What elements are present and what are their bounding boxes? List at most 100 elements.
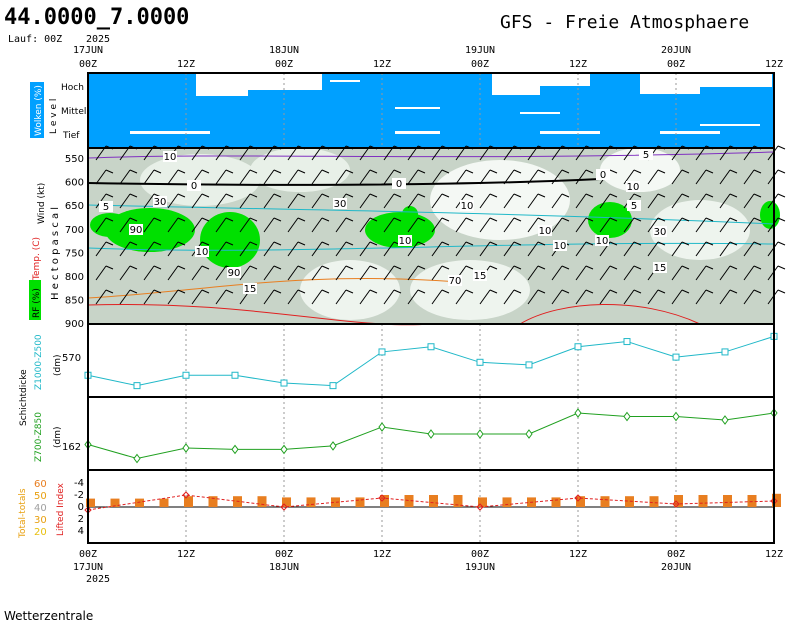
tt-bar [649, 496, 659, 507]
wind-barb [263, 193, 275, 209]
wind-barb [263, 241, 275, 257]
wind-barb-flag [681, 289, 690, 294]
wind-barb [95, 265, 107, 281]
wind-barb [695, 217, 707, 233]
tt-bar [502, 497, 512, 507]
wind-barb-flag [153, 265, 162, 270]
contour-label-bg [333, 198, 347, 209]
time-tick-top: 12Z [177, 59, 195, 70]
wind-barb [719, 241, 731, 257]
wind-barb-flag [753, 265, 762, 270]
series-lines [84, 332, 781, 514]
wind-barb-flag [753, 241, 762, 246]
wind-barb-flag [441, 265, 450, 270]
wind-barb-flag [585, 289, 594, 294]
contour-label-bg [460, 200, 474, 211]
wind-barb-flag [177, 217, 186, 222]
wind-barb-flag [513, 193, 522, 198]
wind-barb-flag [633, 193, 642, 198]
rh-high-blob [90, 213, 130, 237]
li-point [476, 503, 484, 511]
wind-barb-flag [585, 193, 594, 198]
contour-label: 70 [449, 276, 462, 287]
wind-barb-flag [489, 217, 498, 222]
cloud-gap [700, 74, 772, 87]
wind-barb [431, 217, 443, 233]
tt-bar [135, 498, 144, 507]
pressure-tick: 600 [65, 178, 84, 189]
wind-barb [311, 217, 323, 233]
contour-label: 0 [396, 179, 402, 190]
wind-barb [527, 217, 539, 233]
pressure-tick: 850 [65, 296, 84, 307]
wind-barb [431, 241, 443, 257]
wind-barb [743, 217, 755, 233]
wind-barb-flag [369, 193, 378, 198]
cloud-gap [520, 112, 560, 114]
wind-barb [287, 193, 299, 209]
wind-barb-flag [321, 217, 330, 222]
wind-barb [143, 193, 155, 209]
contour-label: 10 [164, 152, 177, 163]
wind-barb [239, 265, 251, 281]
wind-barb [743, 169, 755, 185]
clouds-label-box [30, 82, 44, 138]
wind-barb-flag [585, 265, 594, 270]
wind-barb [527, 289, 539, 305]
wind-barb-flag [441, 217, 450, 222]
contour-label-bg [398, 235, 412, 246]
li-point [280, 503, 288, 511]
wind-barb-flag [513, 169, 522, 174]
wind-barb-flag [513, 265, 522, 270]
wind-barb [647, 169, 659, 185]
wind-barb [167, 169, 179, 185]
wind-label: Wind (kt) [37, 183, 47, 224]
data-point [525, 361, 533, 369]
humidity-blob [300, 260, 400, 320]
wind-barb-flag [105, 289, 114, 294]
wind-barb [239, 193, 251, 209]
wind-barb [455, 217, 467, 233]
wind-barb-flag [633, 217, 642, 222]
wind-barb [455, 289, 467, 305]
tt-bar [404, 495, 414, 507]
wind-barb-flag [369, 217, 378, 222]
wind-barb-flag [465, 289, 474, 294]
time-tick-top: 00Z [275, 59, 293, 70]
wind-barb [383, 217, 395, 233]
wind-barb [359, 241, 371, 257]
pressure-ticks: 550 600 650 700 750 800 850 900 [65, 154, 84, 330]
wind-barb [695, 169, 707, 185]
source-label: Wetterzentrale [4, 609, 93, 623]
contour-label: 5 [643, 150, 649, 161]
wind-barb [263, 289, 275, 305]
wind-barb-flag [537, 289, 546, 294]
tt-bar [184, 496, 193, 507]
wind-barb-flag [129, 169, 138, 174]
wind-barb-flag [465, 265, 474, 270]
wind-barb-flag [465, 193, 474, 198]
wind-barb [239, 217, 251, 233]
li-line [87, 494, 775, 511]
wind-barb [239, 169, 251, 185]
date-label-bottom: 17JUN [73, 562, 103, 573]
wind-barb [719, 289, 731, 305]
wind-barb [311, 265, 323, 281]
wind-barb-flag [705, 265, 714, 270]
tt-bar [625, 496, 634, 507]
li-tick: -2 [74, 490, 84, 501]
wind-barb [407, 169, 419, 185]
wind-barb [383, 241, 395, 257]
contour-label: 30 [334, 199, 347, 210]
wind-barb [623, 241, 635, 257]
wind-barb-flag [609, 169, 618, 174]
cloud-gap [492, 74, 540, 95]
contour-label: 0 [600, 170, 606, 181]
wind-barb-flag [753, 193, 762, 198]
wind-barb-flag [585, 169, 594, 174]
tt-bar [257, 496, 267, 507]
wind-barb-flag [609, 265, 618, 270]
tt-bar [159, 498, 169, 507]
wind-barb-flag [465, 241, 474, 246]
